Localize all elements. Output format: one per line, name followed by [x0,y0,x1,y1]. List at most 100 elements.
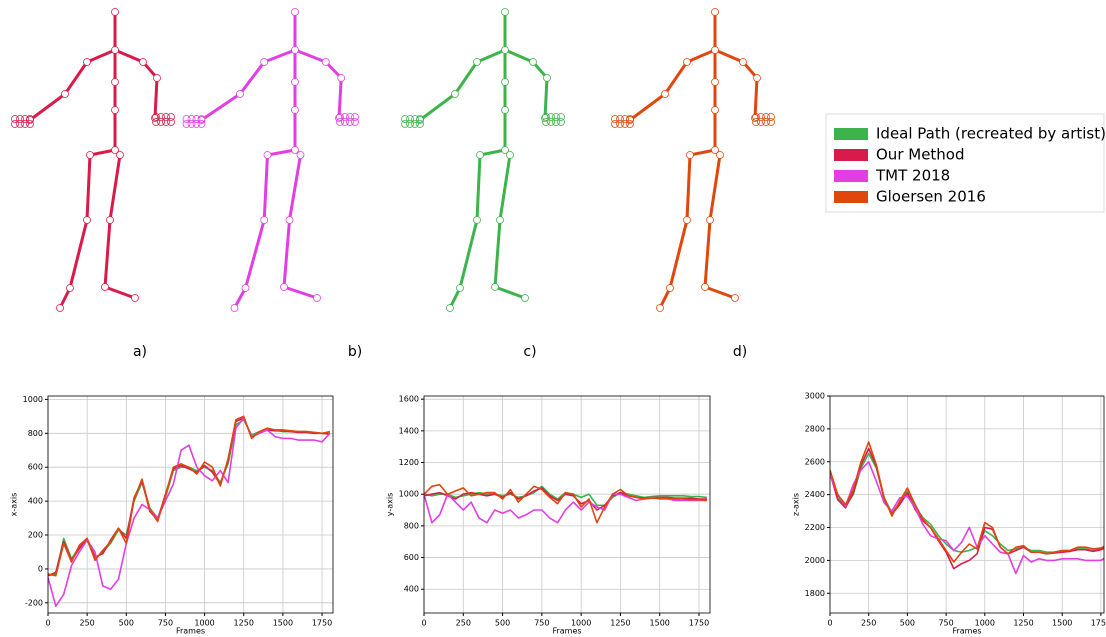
y-tick-label: 1000 [399,490,419,499]
x-tick-label: 1750 [689,619,709,628]
joint [474,217,481,224]
y-tick-label: 0 [38,564,43,573]
y-tick-label: 800 [404,521,419,530]
joint [452,91,459,98]
joint [112,47,119,54]
joint [497,217,504,224]
joint [702,284,709,291]
joint [87,152,94,159]
joint [477,152,484,159]
x-axis-label: Frames [176,627,205,636]
joint [687,152,694,159]
x-tick-label: 1500 [1052,619,1072,628]
joint [286,217,293,224]
x-axis-label: Frames [952,627,981,636]
joint [507,152,514,159]
y-tick-label: 1600 [399,395,419,404]
joint [107,217,114,224]
joint [132,295,139,302]
joint [292,47,299,54]
joint [457,285,464,292]
joint [502,107,509,114]
panel-label: a) [133,344,147,360]
joint [712,79,719,86]
joint [261,59,268,66]
legend-label: Ideal Path (recreated by artist) [876,125,1106,143]
joint [522,295,529,302]
legend-swatch [834,149,868,161]
y-tick-label: 800 [28,429,43,438]
joint [314,295,321,302]
x-tick-label: 1250 [1013,619,1033,628]
y-tick-label: 2400 [805,490,825,499]
figure: Ideal Path (recreated by artist) Our Meth… [0,0,1106,637]
joint [492,284,499,291]
x-tick-label: 1750 [312,619,332,628]
panel-label: b) [348,344,362,360]
joint [502,9,509,16]
joint [292,107,299,114]
x-tick-label: 500 [900,619,915,628]
y-axis-label: x-axis [10,493,19,517]
joint [297,152,304,159]
legend-swatch [834,128,868,140]
x-tick-label: 250 [80,619,95,628]
bone [545,78,547,118]
x-tick-label: 1250 [610,619,630,628]
x-tick-label: 1500 [650,619,670,628]
joint [57,305,64,312]
joint [231,305,238,312]
joint [712,47,719,54]
joint [740,59,747,66]
joint [657,305,664,312]
joint [102,284,109,291]
y-tick-label: 2000 [805,556,825,565]
joint [117,152,124,159]
joint [292,79,299,86]
x-tick-label: 1500 [273,619,293,628]
joint [667,285,674,292]
y-tick-label: 600 [28,463,43,472]
joint [707,217,714,224]
legend-swatch [834,170,868,182]
y-tick-label: 2600 [805,457,825,466]
x-tick-label: 750 [158,619,173,628]
x-tick-label: 250 [456,619,471,628]
joint [712,9,719,16]
joint [322,59,329,66]
x-tick-label: 1750 [1091,619,1106,628]
y-tick-label: 200 [28,531,43,540]
y-tick-label: 1400 [399,426,419,435]
joint [754,75,761,82]
joint [684,59,691,66]
x-tick-label: 500 [495,619,510,628]
legend: Ideal Path (recreated by artist) Our Meth… [826,114,1106,212]
panel-label: c) [523,344,536,360]
joint [684,217,691,224]
x-tick-label: 500 [119,619,134,628]
joint [292,147,299,154]
joint [84,217,91,224]
y-axis-label: z-axis [792,493,801,516]
y-tick-label: 1000 [23,395,43,404]
joint [112,79,119,86]
y-tick-label: 1800 [805,589,825,598]
y-tick-label: 600 [404,553,419,562]
joint [237,91,244,98]
joint [474,59,481,66]
joint [530,59,537,66]
y-tick-label: 1200 [399,458,419,467]
legend-label: TMT 2018 [875,167,950,185]
joint [502,79,509,86]
y-tick-label: 2200 [805,523,825,532]
legend-label: Gloersen 2016 [876,188,986,206]
joint [281,284,288,291]
joint [544,75,551,82]
legend-label: Our Method [876,146,965,164]
x-tick-label: 250 [861,619,876,628]
joint [447,305,454,312]
x-tick-label: 1250 [234,619,254,628]
joint [62,91,69,98]
y-axis-label: y-axis [386,493,395,517]
joint [140,59,147,66]
